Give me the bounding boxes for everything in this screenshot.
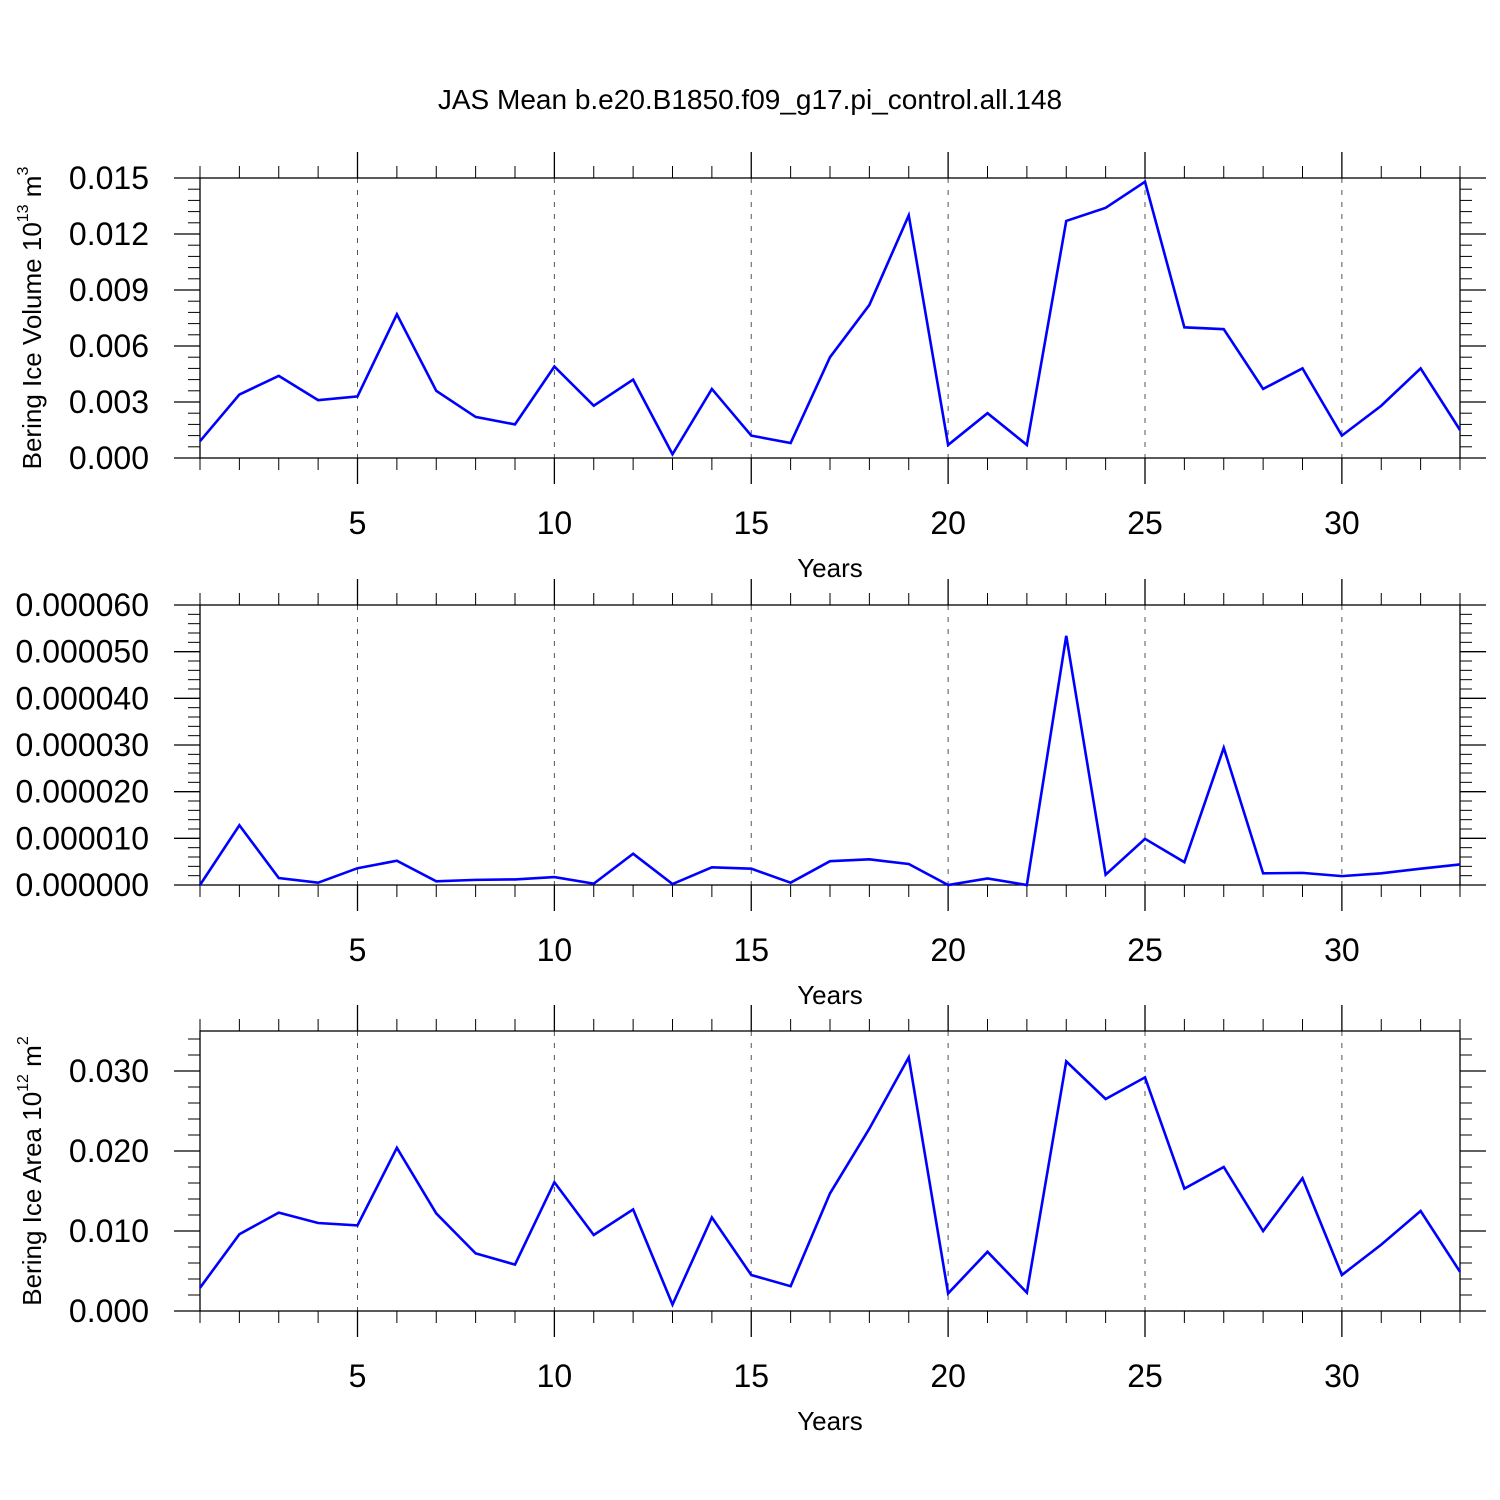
x-tick-label: 10 xyxy=(537,932,573,968)
y-axis-title-exponent: 13 xyxy=(15,204,32,222)
y-tick-label: 0.009 xyxy=(69,272,149,308)
y-tick-label: 0.003 xyxy=(69,384,149,420)
y-tick-label: 0.030 xyxy=(69,1053,149,1089)
y-tick-label: 0.000 xyxy=(69,440,149,476)
y-tick-label: 0.020 xyxy=(69,1133,149,1169)
plot-frame xyxy=(199,177,1461,459)
y-tick-label: 0.000010 xyxy=(16,820,149,856)
plot-frame xyxy=(199,604,1461,886)
panel-3: 5 10 15 20 25 30 0.000 0.010 0.020 0.030 Years Beri… xyxy=(15,1005,1486,1436)
x-tick-label: 5 xyxy=(349,932,367,968)
x-axis-title: Years xyxy=(797,1406,863,1436)
x-tick-label: 15 xyxy=(733,505,769,541)
y-axis-title-unit-exponent: 2 xyxy=(15,1036,32,1045)
x-tick-label: 30 xyxy=(1324,932,1360,968)
x-tick-label: 30 xyxy=(1324,1358,1360,1394)
y-axis-title-exponent: 12 xyxy=(15,1074,32,1092)
y-tick-label: 0.000000 xyxy=(16,867,149,903)
y-axis-title-unit-exponent: 3 xyxy=(15,167,32,176)
y-tick-label: 0.015 xyxy=(69,160,149,196)
y-axis-title-unit: m xyxy=(17,176,47,205)
y-axis-title: Bering Ice Volume 1013 m3 xyxy=(15,167,47,470)
plot-frame xyxy=(199,1030,1461,1312)
y-tick-label: 0.000020 xyxy=(16,774,149,810)
y-tick-label: 0.000060 xyxy=(16,587,149,623)
y-tick-label: 0.000040 xyxy=(16,680,149,716)
y-tick-label: 0.000030 xyxy=(16,727,149,763)
series-line xyxy=(198,1053,1462,1308)
y-tick-label: 0.012 xyxy=(69,216,149,252)
x-tick-label: 20 xyxy=(930,1358,966,1394)
y-tick-label: 0.000 xyxy=(69,1293,149,1329)
x-tick-label: 10 xyxy=(537,1358,573,1394)
x-tick-label: 25 xyxy=(1127,1358,1163,1394)
y-tick-label: 0.010 xyxy=(69,1213,149,1249)
x-tick-label: 25 xyxy=(1127,505,1163,541)
y-tick-label: 0.000050 xyxy=(16,634,149,670)
y-axis-title: Bering Ice Area 1012 m2 xyxy=(15,1036,47,1306)
x-tick-label: 25 xyxy=(1127,932,1163,968)
x-axis-title: Years xyxy=(797,553,863,583)
x-tick-label: 30 xyxy=(1324,505,1360,541)
x-tick-label: 15 xyxy=(733,932,769,968)
x-tick-label: 5 xyxy=(349,1358,367,1394)
y-axis-title-unit: m xyxy=(17,1045,47,1074)
series-line xyxy=(198,635,1461,887)
x-tick-label: 15 xyxy=(733,1358,769,1394)
y-axis-title-text: Bering Ice Volume 10 xyxy=(17,222,47,469)
series-line xyxy=(199,179,1462,457)
y-axis-title-text: Bering Ice Area 10 xyxy=(17,1092,47,1306)
x-tick-label: 5 xyxy=(349,505,367,541)
x-tick-label: 20 xyxy=(930,932,966,968)
x-axis-title: Years xyxy=(797,980,863,1010)
y-tick-label: 0.006 xyxy=(69,328,149,364)
page-title: JAS Mean b.e20.B1850.f09_g17.pi_control.… xyxy=(437,84,1063,115)
x-tick-label: 20 xyxy=(930,505,966,541)
panel-2: 5 10 15 20 25 30 0.000000 0.000010 0.000020 0.000… xyxy=(16,579,1486,1010)
x-tick-label: 10 xyxy=(537,505,573,541)
panel-1: 5 10 15 20 25 30 0.000 0.003 0.006 0.009 0.012 0.01… xyxy=(15,152,1486,583)
